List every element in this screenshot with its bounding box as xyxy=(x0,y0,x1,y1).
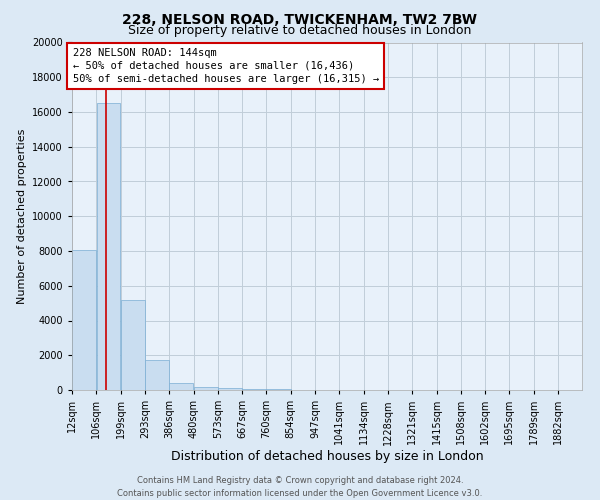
Text: Contains HM Land Registry data © Crown copyright and database right 2024.
Contai: Contains HM Land Registry data © Crown c… xyxy=(118,476,482,498)
Bar xyxy=(194,387,218,390)
Bar xyxy=(218,388,242,390)
Text: 228 NELSON ROAD: 144sqm
← 50% of detached houses are smaller (16,436)
50% of sem: 228 NELSON ROAD: 144sqm ← 50% of detache… xyxy=(73,48,379,84)
Y-axis label: Number of detached properties: Number of detached properties xyxy=(17,128,26,304)
Bar xyxy=(145,360,169,390)
Bar xyxy=(72,250,96,390)
Text: 228, NELSON ROAD, TWICKENHAM, TW2 7BW: 228, NELSON ROAD, TWICKENHAM, TW2 7BW xyxy=(122,12,478,26)
Bar xyxy=(97,104,121,390)
Bar xyxy=(242,389,266,390)
Bar xyxy=(169,384,193,390)
Bar xyxy=(121,300,145,390)
Text: Size of property relative to detached houses in London: Size of property relative to detached ho… xyxy=(128,24,472,37)
X-axis label: Distribution of detached houses by size in London: Distribution of detached houses by size … xyxy=(170,450,484,463)
